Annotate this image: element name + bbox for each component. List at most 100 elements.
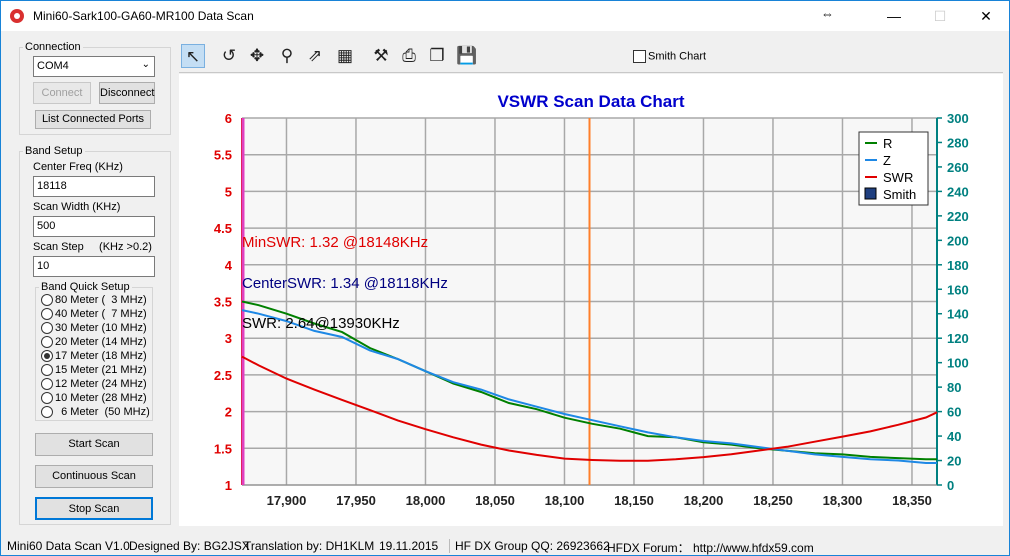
scan-width-label: Scan Width (KHz) <box>33 201 121 213</box>
legend-label: Smith <box>883 187 916 202</box>
band-radio-label: 15 Meter (21 MHz) <box>55 364 147 376</box>
right-tick-label: 80 <box>947 380 961 395</box>
properties-icon[interactable]: ⚒ <box>373 46 389 65</box>
band-radio-5[interactable]: 15 Meter (21 MHz) <box>41 364 147 378</box>
right-tick-label: 220 <box>947 209 969 224</box>
left-tick-label: 2.5 <box>214 368 232 383</box>
minimize-button[interactable]: — <box>887 8 901 24</box>
chart-panel[interactable]: 17,900 17,950 18,000 18,050 18,100 18,150 18,2… <box>179 74 1003 526</box>
x-tick-label: 18,350 <box>892 493 932 508</box>
band-radio-label: 40 Meter ( 7 MHz) <box>55 308 147 320</box>
left-tick-label: 5 <box>225 184 232 199</box>
radio-button[interactable] <box>41 350 53 362</box>
band-radio-8[interactable]: 6 Meter (50 MHz) <box>41 406 150 420</box>
band-radio-label: 80 Meter ( 3 MHz) <box>55 294 147 306</box>
band-radio-6[interactable]: 12 Meter (24 MHz) <box>41 378 147 392</box>
radio-button[interactable] <box>41 336 53 348</box>
right-tick-label: 120 <box>947 331 969 346</box>
disconnect-button[interactable]: Disconnect <box>99 82 155 104</box>
continuous-scan-button[interactable]: Continuous Scan <box>35 465 153 488</box>
left-tick-label: 6 <box>225 111 232 126</box>
band-radio-label: 20 Meter (14 MHz) <box>55 336 147 348</box>
scan-width-input[interactable]: 500 <box>33 216 155 237</box>
band-radio-3[interactable]: 20 Meter (14 MHz) <box>41 336 147 350</box>
legend-label: R <box>883 136 892 151</box>
smith-chart-checkbox[interactable]: Smith Chart <box>633 50 706 63</box>
pan-icon[interactable]: ✥ <box>249 46 265 65</box>
radio-button[interactable] <box>41 294 53 306</box>
status-designer: Designed By: BG2JSX <box>129 539 250 553</box>
save-icon[interactable]: 💾 <box>456 46 478 65</box>
left-tick-label: 4 <box>225 258 233 273</box>
window-title: Mini60-Sark100-GA60-MR100 Data Scan <box>33 9 254 23</box>
chart-title: VSWR Scan Data Chart <box>497 92 684 111</box>
print-icon[interactable]: ⎙ <box>402 46 416 65</box>
smith-chart-label: Smith Chart <box>648 50 707 63</box>
undo-icon[interactable]: ↺ <box>221 46 237 65</box>
title-bar[interactable]: Mini60-Sark100-GA60-MR100 Data Scan ⇔ — … <box>1 1 1009 31</box>
right-tick-label: 0 <box>947 478 954 493</box>
radio-button[interactable] <box>41 308 53 320</box>
band-radio-2[interactable]: 30 Meter (10 MHz) <box>41 322 147 336</box>
scan-step-label: Scan Step (KHz >0.2) <box>33 241 152 253</box>
legend-label: Z <box>883 153 891 168</box>
radio-button[interactable] <box>41 406 53 418</box>
right-tick-label: 60 <box>947 405 961 420</box>
x-tick-label: 17,900 <box>267 493 307 508</box>
radio-button[interactable] <box>41 378 53 390</box>
band-radio-label: 6 Meter (50 MHz) <box>55 406 150 418</box>
close-button[interactable]: ✕ <box>980 8 992 24</box>
zoom-icon[interactable]: ⚲ <box>280 46 294 65</box>
left-tick-label: 4.5 <box>214 221 232 236</box>
chart-annotation: CenterSWR: 1.34 @18118KHz <box>242 275 448 292</box>
right-tick-label: 300 <box>947 111 969 126</box>
list-ports-button[interactable]: List Connected Ports <box>35 110 151 129</box>
left-tick-label: 1.5 <box>214 441 232 456</box>
left-tick-label: 3 <box>225 331 232 346</box>
legend-swatch <box>864 187 877 200</box>
x-tick-label: 18,150 <box>614 493 654 508</box>
series-line-z <box>241 309 937 464</box>
left-tick-label: 2 <box>225 405 232 420</box>
copy-icon[interactable]: ❐ <box>429 46 445 65</box>
band-radio-7[interactable]: 10 Meter (28 MHz) <box>41 392 147 406</box>
right-tick-label: 260 <box>947 160 969 175</box>
vswr-chart[interactable]: 17,900 17,950 18,000 18,050 18,100 18,150 18,2… <box>179 74 1003 526</box>
radio-button[interactable] <box>41 322 53 334</box>
stop-scan-button[interactable]: Stop Scan <box>35 497 153 520</box>
com-port-value: COM4 <box>37 60 69 72</box>
band-radio-4[interactable]: 17 Meter (18 MHz) <box>41 350 147 364</box>
status-version: Mini60 Data Scan V1.0 <box>7 539 130 553</box>
com-port-select[interactable]: COM4 ⌄ <box>33 56 155 77</box>
right-tick-label: 100 <box>947 356 969 371</box>
band-radio-0[interactable]: 80 Meter ( 3 MHz) <box>41 294 147 308</box>
band-radio-1[interactable]: 40 Meter ( 7 MHz) <box>41 308 147 322</box>
x-tick-label: 18,050 <box>475 493 515 508</box>
x-tick-label: 18,300 <box>823 493 863 508</box>
status-separator <box>449 539 450 553</box>
connect-button[interactable]: Connect <box>33 82 91 104</box>
connection-group-label: Connection <box>23 41 83 53</box>
right-tick-label: 240 <box>947 184 969 199</box>
left-tick-label: 1 <box>225 478 232 493</box>
checkbox-box[interactable] <box>633 50 646 63</box>
export-icon[interactable]: ⇗ <box>307 46 323 65</box>
right-tick-label: 200 <box>947 233 969 248</box>
radio-button[interactable] <box>41 392 53 404</box>
maximize-button[interactable]: ☐ <box>933 8 947 24</box>
left-tick-label: 5.5 <box>214 148 232 163</box>
band-radio-label: 12 Meter (24 MHz) <box>55 378 147 390</box>
band-setup-group <box>19 151 171 525</box>
x-tick-label: 18,000 <box>406 493 446 508</box>
x-tick-label: 18,100 <box>545 493 585 508</box>
radio-button[interactable] <box>41 364 53 376</box>
status-date: 19.11.2015 <box>379 539 439 553</box>
data-icon[interactable]: ▦ <box>336 46 354 65</box>
pointer-icon[interactable]: ↖ <box>181 44 205 68</box>
band-quick-setup-label: Band Quick Setup <box>39 281 132 293</box>
right-tick-label: 40 <box>947 429 961 444</box>
scan-step-input[interactable]: 10 <box>33 256 155 277</box>
chart-annotation: MinSWR: 1.32 @18148KHz <box>242 234 428 251</box>
start-scan-button[interactable]: Start Scan <box>35 433 153 456</box>
center-freq-input[interactable]: 18118 <box>33 176 155 197</box>
